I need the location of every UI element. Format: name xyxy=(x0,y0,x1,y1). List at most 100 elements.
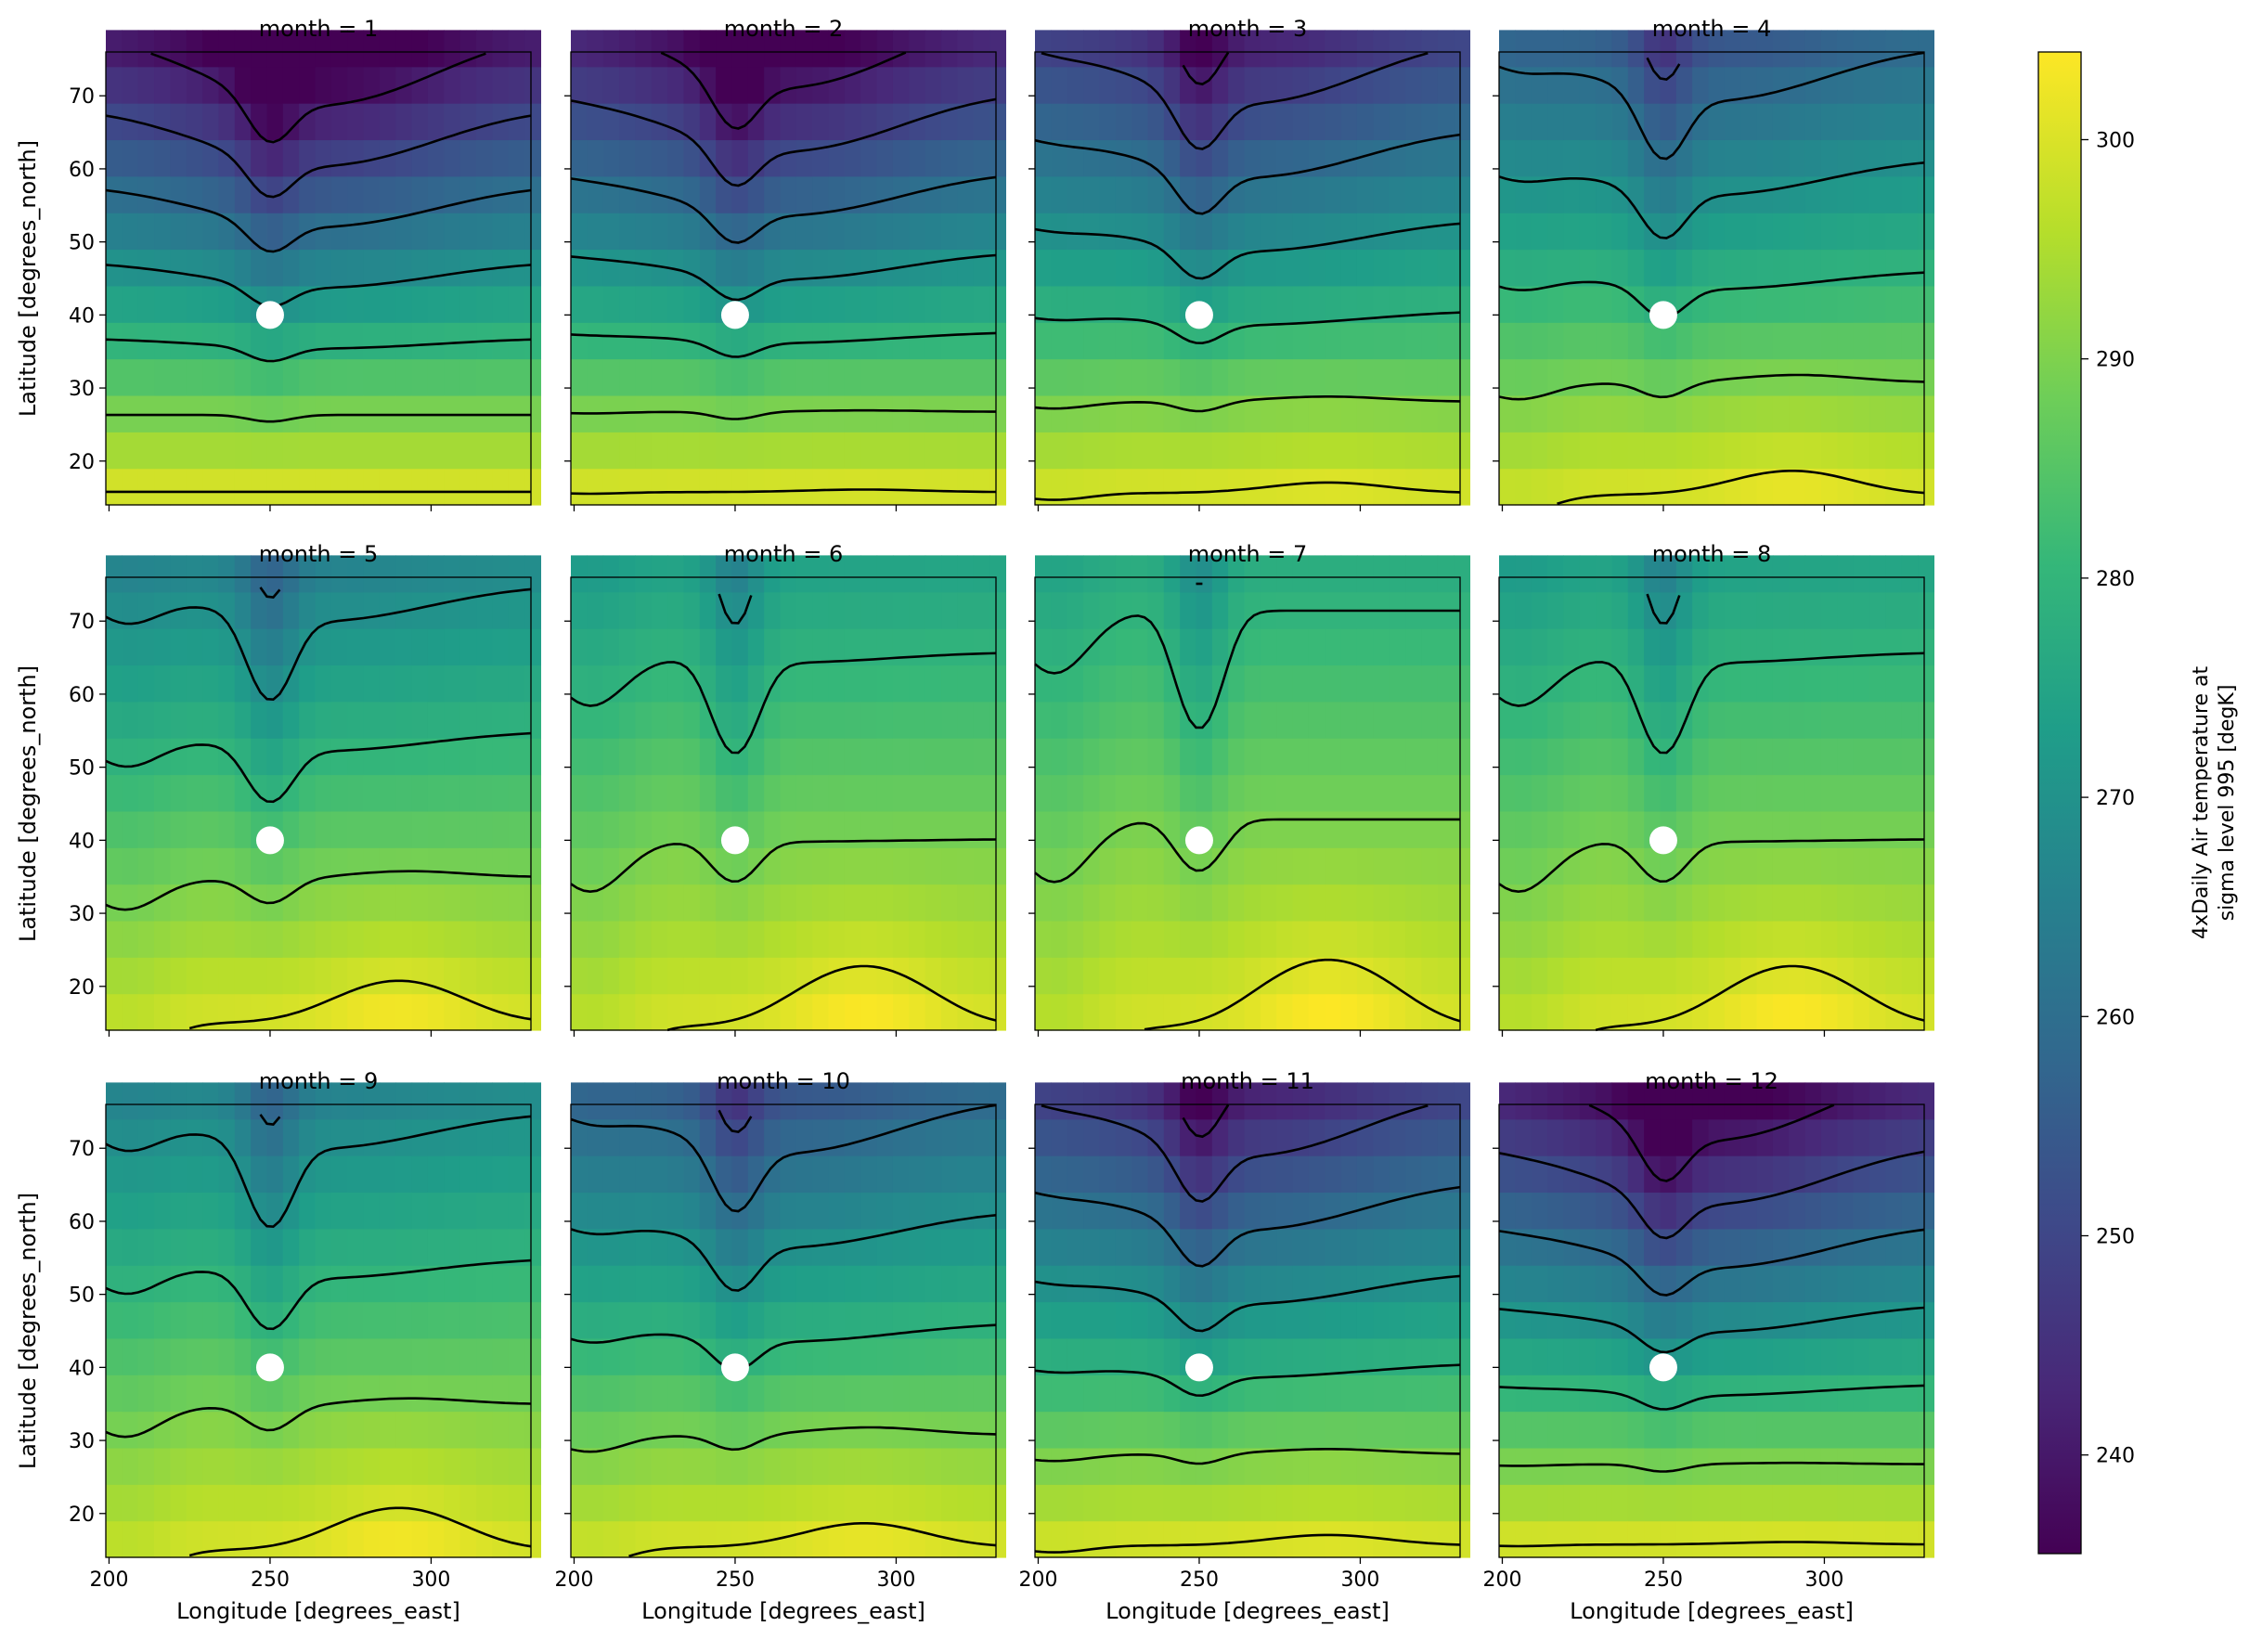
heatmap-cell xyxy=(1853,249,1870,287)
contour-line xyxy=(1034,311,1461,345)
heatmap-cell xyxy=(667,1337,685,1375)
heatmap-cell xyxy=(571,1520,588,1558)
heatmap-cell xyxy=(1244,1155,1261,1194)
heatmap-cell xyxy=(1531,1520,1548,1558)
heatmap-cell xyxy=(1196,1520,1213,1558)
heatmap-cell xyxy=(1708,30,1726,68)
heatmap-cell xyxy=(1885,920,1903,958)
heatmap-cell xyxy=(1196,30,1213,68)
heatmap-cell xyxy=(699,322,717,360)
heatmap-cell xyxy=(619,1118,636,1156)
heatmap-cell xyxy=(282,358,300,396)
heatmap-cell xyxy=(1405,1228,1422,1266)
heatmap-cell xyxy=(1163,394,1181,432)
heatmap-cell xyxy=(1340,628,1358,666)
heatmap-cell xyxy=(1853,1520,1870,1558)
heatmap-cell xyxy=(1740,1265,1758,1303)
heatmap-cell xyxy=(218,957,236,995)
heatmap-cell xyxy=(1244,1301,1261,1339)
heatmap-cell xyxy=(492,66,510,104)
heatmap-cell xyxy=(315,322,332,360)
heatmap-cell xyxy=(1180,1447,1197,1485)
heatmap-cell xyxy=(989,884,1007,922)
heatmap-cell xyxy=(1789,432,1806,470)
heatmap-cell xyxy=(731,1082,749,1120)
heatmap-cell xyxy=(989,920,1007,958)
heatmap-cell xyxy=(508,1118,525,1156)
heatmap-cell xyxy=(1244,555,1261,593)
heatmap-cell xyxy=(1724,1192,1741,1230)
heatmap-cell xyxy=(1772,810,1790,848)
heatmap-cell xyxy=(780,1118,797,1156)
heatmap-cell xyxy=(571,66,588,104)
heatmap-cell xyxy=(1515,285,1532,323)
heatmap-cell xyxy=(1325,139,1342,177)
heatmap-cell xyxy=(1644,665,1662,703)
heatmap-cell xyxy=(1918,847,1935,885)
heatmap-cell xyxy=(731,1520,749,1558)
heatmap-cell xyxy=(1260,774,1277,812)
heatmap-cell xyxy=(747,1192,765,1230)
heatmap-cell xyxy=(251,1192,268,1230)
heatmap-cell xyxy=(1325,1228,1342,1266)
heatmap-cell xyxy=(1515,213,1532,251)
heatmap-cell xyxy=(716,993,733,1031)
heatmap-cell xyxy=(925,993,942,1031)
heatmap-cell xyxy=(989,432,1007,470)
heatmap-cell xyxy=(492,139,510,177)
heatmap-cell xyxy=(1837,1520,1855,1558)
heatmap-cell xyxy=(266,701,284,739)
heatmap-cell xyxy=(1756,468,1774,506)
heatmap-cell xyxy=(764,322,782,360)
heatmap-cell xyxy=(186,139,203,177)
heatmap-cell xyxy=(860,628,878,666)
heatmap-cell xyxy=(1099,591,1117,629)
heatmap-cell xyxy=(122,139,139,177)
heatmap-cell xyxy=(1820,920,1838,958)
heatmap-cell xyxy=(1163,847,1181,885)
heatmap-cell xyxy=(299,847,317,885)
heatmap-cell xyxy=(1035,665,1052,703)
heatmap-cell xyxy=(1820,628,1838,666)
heatmap-cell xyxy=(1869,1375,1886,1413)
heatmap-cell xyxy=(1756,1520,1774,1558)
heatmap-cell xyxy=(218,591,236,629)
heatmap-cell xyxy=(844,249,861,287)
heatmap-cell xyxy=(1789,591,1806,629)
heatmap-cell xyxy=(1437,66,1455,104)
heatmap-cell xyxy=(508,432,525,470)
heatmap-cell xyxy=(1660,1082,1677,1120)
heatmap-cell xyxy=(282,810,300,848)
heatmap-cell xyxy=(1373,66,1390,104)
heatmap-cell xyxy=(635,701,653,739)
heatmap-cell xyxy=(1308,628,1325,666)
heatmap-cell xyxy=(411,701,429,739)
heatmap-cell xyxy=(106,1520,123,1558)
heatmap-cell xyxy=(234,847,252,885)
heatmap-cell xyxy=(444,139,461,177)
heatmap-cell xyxy=(651,249,668,287)
heatmap-cell xyxy=(347,66,365,104)
heatmap-cell xyxy=(731,1484,749,1522)
heatmap-cell xyxy=(683,1375,701,1413)
heatmap-cell xyxy=(1437,30,1455,68)
contour-line xyxy=(1034,133,1461,215)
heatmap-cell xyxy=(315,468,332,506)
heatmap-cell xyxy=(1211,1155,1229,1194)
heatmap-cell xyxy=(909,249,926,287)
heatmap-cell xyxy=(731,1411,749,1449)
heatmap-cell xyxy=(1132,1375,1149,1413)
heatmap-cell xyxy=(602,555,620,593)
heatmap-cell xyxy=(1708,1337,1726,1375)
heatmap-cell xyxy=(170,249,188,287)
heatmap-cell xyxy=(1756,1228,1774,1266)
heatmap-cell xyxy=(1918,920,1935,958)
heatmap-cell xyxy=(330,1265,348,1303)
heatmap-cell xyxy=(1260,738,1277,776)
heatmap-cell xyxy=(508,358,525,396)
heatmap-cell xyxy=(1067,322,1084,360)
heatmap-cell xyxy=(1740,1337,1758,1375)
heatmap-cell xyxy=(716,1520,733,1558)
heatmap-cell xyxy=(731,66,749,104)
heatmap-cell xyxy=(251,847,268,885)
